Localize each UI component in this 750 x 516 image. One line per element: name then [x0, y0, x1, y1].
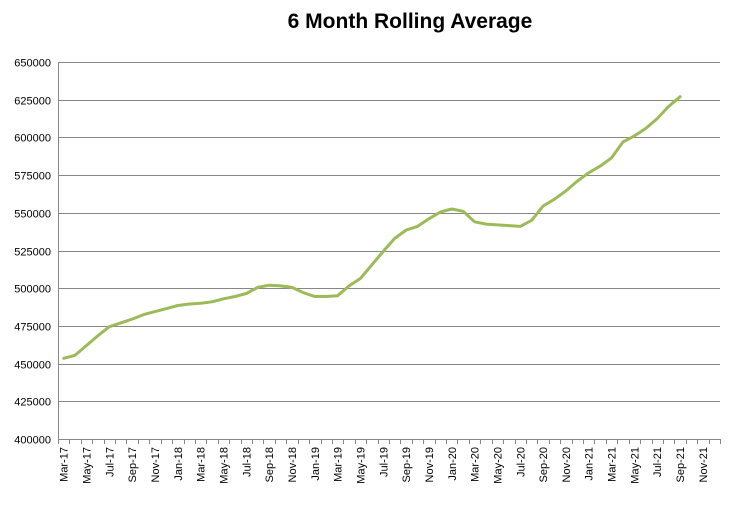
series-line — [62, 95, 682, 360]
y-tick-label: 425000 — [14, 397, 51, 409]
x-tick-label: Nov-20 — [561, 447, 573, 482]
x-tick-label: Mar-19 — [333, 447, 345, 482]
x-tick-label: Nov-21 — [698, 447, 710, 482]
y-tick-label: 400000 — [14, 435, 51, 447]
x-tick-label: Jan-18 — [173, 447, 185, 481]
x-tick-label: Sep-19 — [401, 447, 413, 482]
x-tick-label: Jan-20 — [447, 447, 459, 481]
x-tick-label: Mar-18 — [196, 447, 208, 482]
x-tick-label: Nov-17 — [150, 447, 162, 482]
x-tick-label: Jul-19 — [378, 447, 390, 477]
x-tick-label: Jul-17 — [104, 447, 116, 477]
x-tick-label: Jan-19 — [310, 447, 322, 481]
y-tick-label: 475000 — [14, 322, 51, 334]
chart-title: 6 Month Rolling Average — [287, 10, 533, 33]
x-tick-label: Jul-20 — [515, 447, 527, 477]
x-tick-label: Mar-21 — [607, 447, 619, 482]
x-tick-label: Sep-18 — [264, 447, 276, 482]
y-tick-label: 600000 — [14, 133, 51, 145]
x-tick-label: May-20 — [492, 447, 504, 484]
y-tick-label: 450000 — [14, 360, 51, 372]
y-tick-label: 500000 — [14, 284, 51, 296]
y-tick-label: 625000 — [14, 96, 51, 108]
x-tick-label: Sep-17 — [127, 447, 139, 482]
x-tick-label: May-21 — [629, 447, 641, 484]
x-tick-label: May-17 — [82, 447, 94, 484]
y-tick-label: 575000 — [14, 171, 51, 183]
y-tick-label: 525000 — [14, 247, 51, 259]
x-tick-label: Mar-20 — [470, 447, 482, 482]
x-tick-label: Jul-18 — [241, 447, 253, 477]
x-tick-label: Nov-18 — [287, 447, 299, 482]
x-tick-label: Nov-19 — [424, 447, 436, 482]
x-tick-label: May-18 — [219, 447, 231, 484]
x-tick-label: Jul-21 — [652, 447, 664, 477]
y-tick-label: 650000 — [14, 58, 51, 70]
x-tick-label: Jan-21 — [584, 447, 596, 481]
x-tick-label: Sep-21 — [675, 447, 687, 482]
x-tick-label: May-19 — [355, 447, 367, 484]
x-tick-label: Mar-17 — [59, 447, 71, 482]
y-tick-label: 550000 — [14, 209, 51, 221]
x-tick-label: Sep-20 — [538, 447, 550, 482]
